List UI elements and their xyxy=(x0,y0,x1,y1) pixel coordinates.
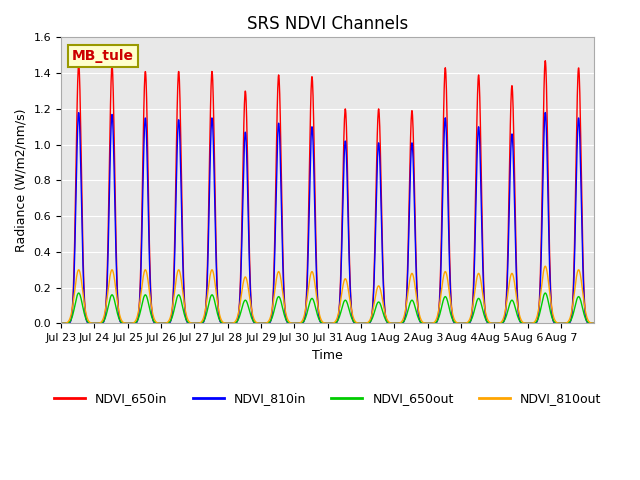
NDVI_810in xyxy=(338,248,346,254)
NDVI_650in xyxy=(57,321,65,326)
NDVI_650in xyxy=(192,321,200,326)
NDVI_810in xyxy=(230,321,237,326)
NDVI_650out xyxy=(57,321,65,326)
NDVI_810in xyxy=(192,321,200,326)
NDVI_810out xyxy=(57,321,65,326)
NDVI_650in xyxy=(561,321,569,326)
NDVI_810in xyxy=(591,321,598,326)
NDVI_650out xyxy=(338,306,346,312)
NDVI_810out xyxy=(251,318,259,324)
Text: MB_tule: MB_tule xyxy=(72,49,134,63)
NDVI_650out xyxy=(561,321,569,326)
NDVI_650in xyxy=(541,58,549,63)
NDVI_650out xyxy=(591,321,598,326)
NDVI_650in xyxy=(559,321,566,326)
Line: NDVI_650out: NDVI_650out xyxy=(61,293,595,324)
NDVI_810in xyxy=(57,321,65,326)
NDVI_810out xyxy=(230,320,237,325)
X-axis label: Time: Time xyxy=(312,348,343,362)
NDVI_810out xyxy=(541,264,549,269)
Title: SRS NDVI Channels: SRS NDVI Channels xyxy=(247,15,408,33)
NDVI_810out xyxy=(338,291,346,297)
NDVI_650in xyxy=(230,321,237,326)
NDVI_650out xyxy=(541,290,549,296)
NDVI_810in xyxy=(251,320,259,326)
NDVI_650out xyxy=(559,321,566,326)
NDVI_810in xyxy=(541,109,549,115)
NDVI_810out xyxy=(561,320,569,326)
Line: NDVI_810out: NDVI_810out xyxy=(61,266,595,324)
NDVI_650in xyxy=(591,321,598,326)
NDVI_810out xyxy=(192,321,200,326)
NDVI_650out xyxy=(230,320,237,326)
NDVI_650out xyxy=(192,321,200,326)
Line: NDVI_650in: NDVI_650in xyxy=(61,60,595,324)
Y-axis label: Radiance (W/m2/nm/s): Radiance (W/m2/nm/s) xyxy=(15,108,28,252)
NDVI_650out xyxy=(251,320,259,325)
NDVI_810out xyxy=(591,321,598,326)
NDVI_810in xyxy=(561,321,569,326)
NDVI_810out xyxy=(559,321,566,326)
Line: NDVI_810in: NDVI_810in xyxy=(61,112,595,324)
Legend: NDVI_650in, NDVI_810in, NDVI_650out, NDVI_810out: NDVI_650in, NDVI_810in, NDVI_650out, NDV… xyxy=(49,387,606,410)
NDVI_650in xyxy=(251,320,259,326)
NDVI_650in xyxy=(338,236,346,241)
NDVI_810in xyxy=(559,321,566,326)
